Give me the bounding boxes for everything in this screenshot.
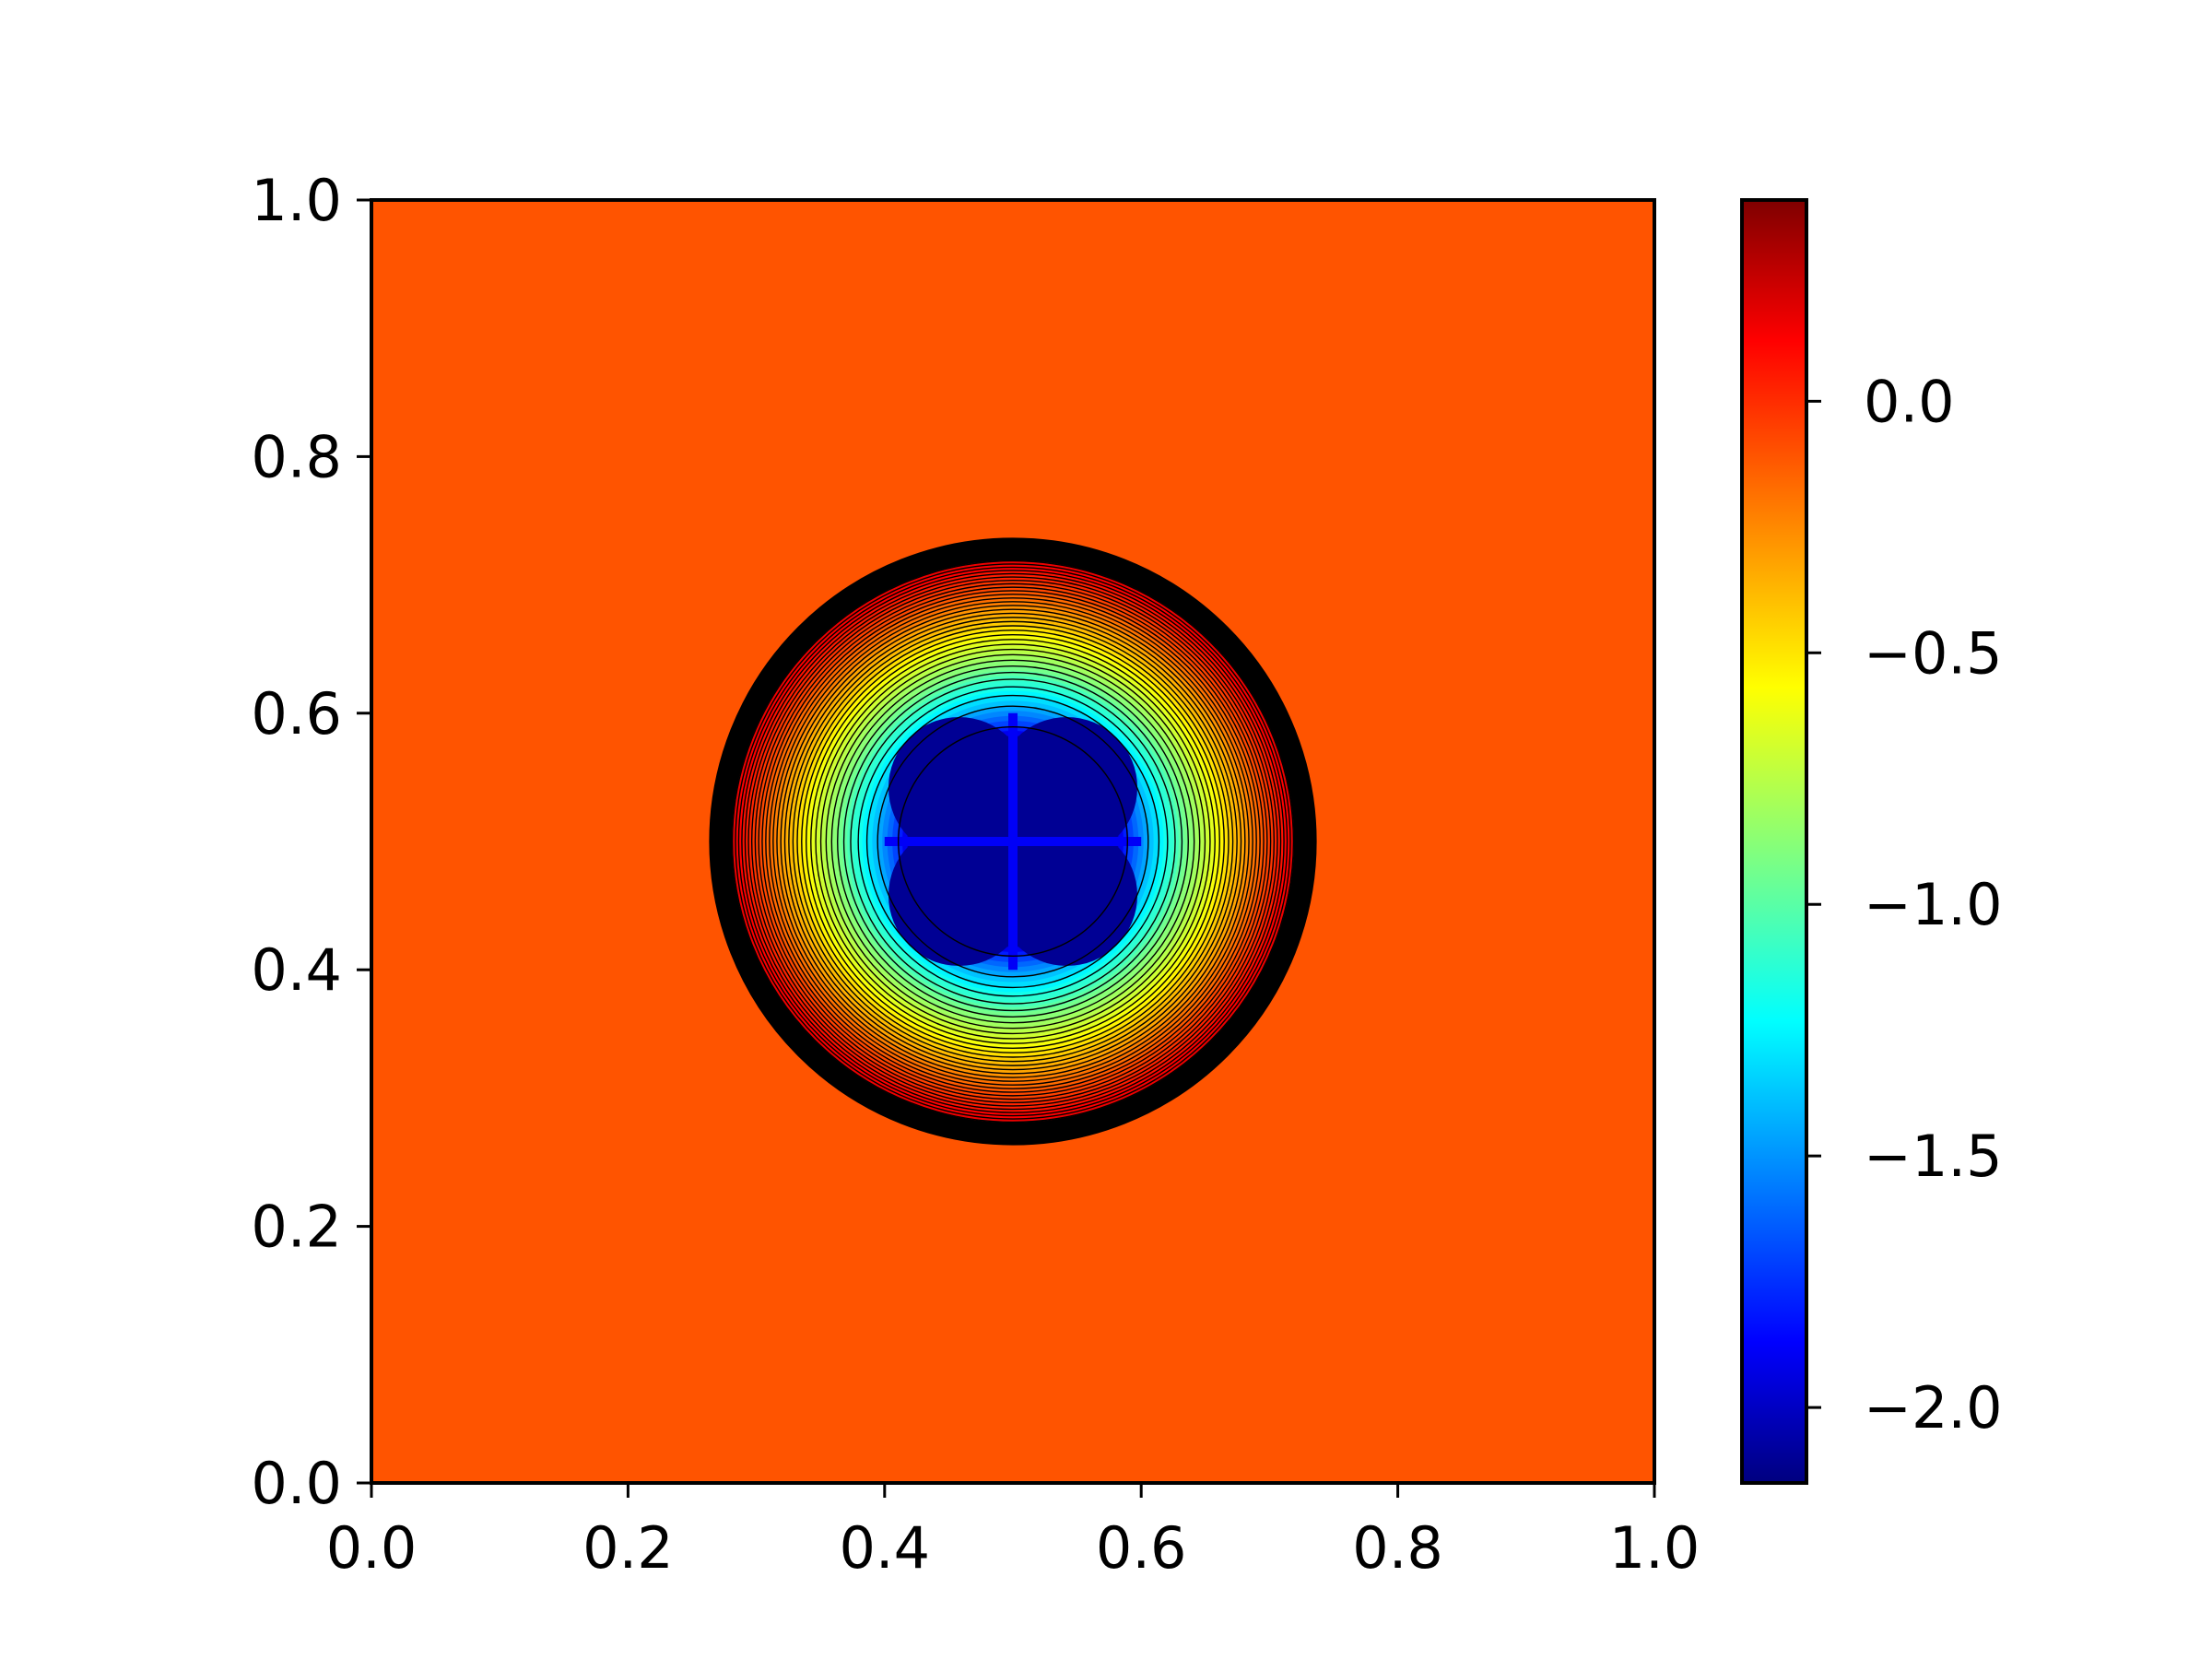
core-cross (884, 712, 1142, 971)
contour-line (754, 582, 1272, 1100)
contour-line (830, 659, 1195, 1024)
colorbar: 0.0 −0.5 −1.0 −1.5 −2.0 (1740, 198, 2003, 1485)
contour-line (769, 597, 1257, 1086)
y-tick-label: 0.4 (251, 936, 342, 1004)
y-tick-label: 0.6 (251, 680, 342, 747)
contour-line (731, 559, 1295, 1124)
x-tick-label: 0.4 (839, 1514, 930, 1582)
contour-line (735, 563, 1291, 1120)
core-lobe (888, 716, 1030, 859)
contour-line (776, 605, 1250, 1078)
contour-line (716, 545, 1310, 1138)
contour-line (741, 570, 1285, 1113)
contour-line (788, 617, 1238, 1066)
contour-line (810, 639, 1216, 1044)
plot-area (370, 198, 1656, 1485)
contour-line (720, 548, 1306, 1135)
contour-line (744, 572, 1282, 1111)
contour-line (765, 594, 1261, 1089)
y-tick-label: 1.0 (251, 167, 342, 234)
colorbar-tick-label: 0.0 (1864, 368, 1955, 435)
contour-line (750, 579, 1276, 1104)
contour-line (857, 686, 1169, 997)
contour-line (877, 705, 1149, 978)
contour-line (761, 590, 1265, 1093)
x-tick-label: 0.6 (1096, 1514, 1187, 1582)
colorbar-gradient (1740, 198, 1808, 1485)
contour-line (727, 556, 1299, 1127)
y-tick-label: 0.2 (251, 1194, 342, 1261)
y-tick-label: 0.8 (251, 423, 342, 490)
colorbar-axis: 0.0 −0.5 −1.0 −1.5 −2.0 (1806, 368, 2003, 1441)
colorbar-tick-label: −1.0 (1864, 871, 2003, 938)
contour-line (792, 620, 1234, 1063)
contour-line (758, 586, 1268, 1097)
colorbar-tick-label: −2.0 (1864, 1374, 2003, 1441)
contour-line (724, 552, 1302, 1131)
plot-frame (370, 198, 1656, 1485)
contour-line (712, 541, 1313, 1142)
x-tick-label: 0.2 (582, 1514, 674, 1582)
x-tick-label: 0.8 (1352, 1514, 1443, 1582)
contour-line (801, 629, 1225, 1053)
contour-line (709, 537, 1317, 1146)
core-lobe (995, 824, 1138, 967)
contour-line (815, 643, 1211, 1040)
contour-lines (709, 537, 1317, 1146)
colorbar-tick-label: −0.5 (1864, 619, 2003, 687)
contour-line (780, 608, 1246, 1075)
contour-line (806, 634, 1220, 1049)
contour-line (897, 725, 1129, 958)
contour-line (819, 648, 1206, 1035)
contour-line (796, 625, 1230, 1058)
x-tick-label: 0.0 (326, 1514, 418, 1582)
contour-line (772, 601, 1253, 1082)
core-lobe (995, 716, 1138, 859)
core-lobe (888, 824, 1030, 967)
contour-line (747, 576, 1278, 1107)
contour-line (850, 678, 1176, 1005)
contour-line (737, 566, 1288, 1117)
contour-line (865, 694, 1160, 989)
x-tick-label: 1.0 (1609, 1514, 1700, 1582)
contour-line (783, 612, 1242, 1071)
y-axis: 0.0 0.2 0.4 0.6 0.8 1.0 (251, 167, 371, 1517)
contour-line (842, 671, 1183, 1012)
x-axis: 0.0 0.2 0.4 0.6 0.8 1.0 (326, 1483, 1700, 1582)
y-tick-label: 0.0 (251, 1450, 342, 1517)
contour-line (837, 665, 1189, 1018)
contour-line (825, 653, 1201, 1030)
colorbar-tick-label: −1.5 (1864, 1123, 2003, 1190)
